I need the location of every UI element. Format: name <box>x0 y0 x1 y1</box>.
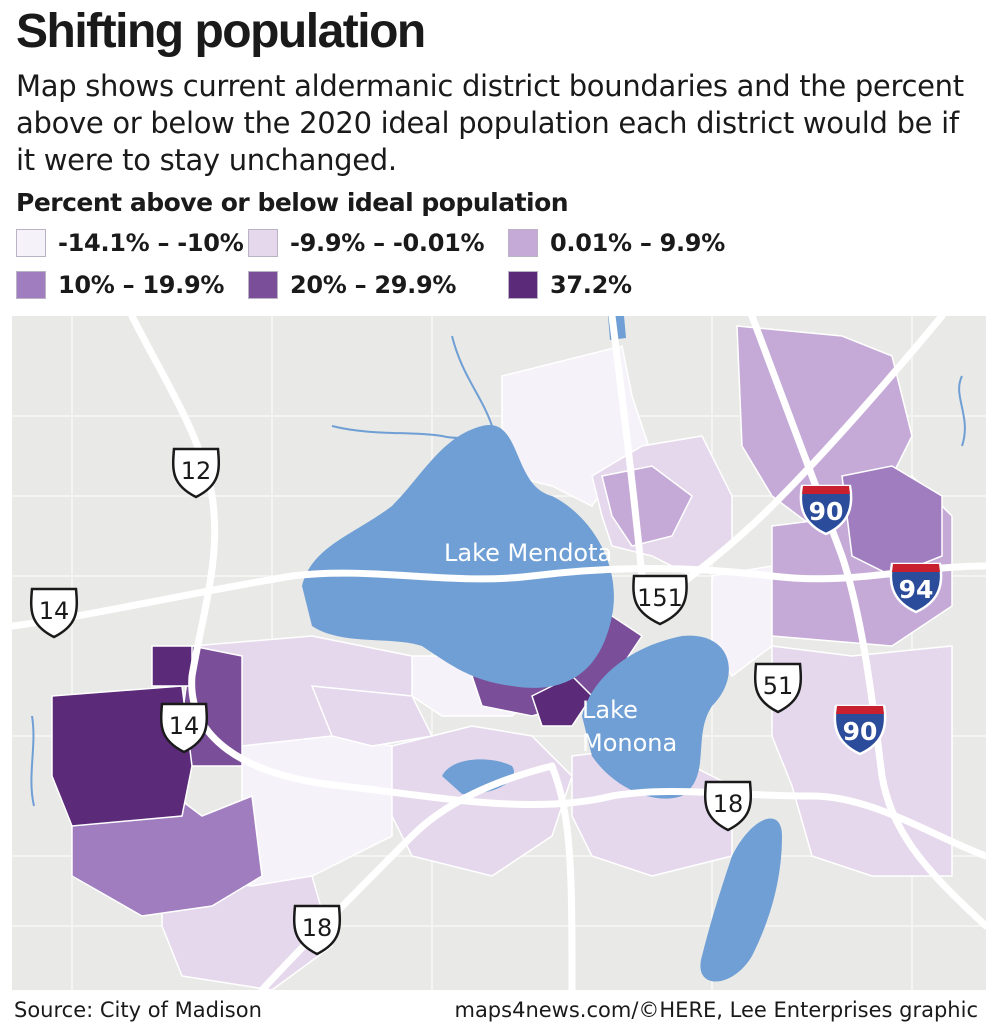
lake-mendota <box>302 425 614 688</box>
us-shield-14-south-label: 14 <box>169 712 200 740</box>
lake-monona-label-2: Monona <box>582 729 677 757</box>
us-shield-14-west-label: 14 <box>39 597 70 625</box>
page-title: Shifting population <box>16 5 426 58</box>
legend-label-6: 37.2% <box>550 271 632 299</box>
credit-note: maps4news.com/©HERE, Lee Enterprises gra… <box>454 998 978 1022</box>
legend-label-2: -9.9% – -0.01% <box>290 229 485 257</box>
us-shield-51-label: 51 <box>763 672 794 700</box>
us-shield-18-south: 18 <box>292 904 342 956</box>
lake-monona-label-1: Lake <box>582 696 638 724</box>
legend-swatch-5 <box>248 271 278 299</box>
lake-waubesa <box>700 818 782 982</box>
lake-monona <box>582 635 729 799</box>
legend-swatch-4 <box>16 271 46 299</box>
interstate-shield-90-south: 90 <box>833 704 887 756</box>
interstate-shield-90-south-label: 90 <box>843 717 878 746</box>
district-map[interactable]: Lake Mendota Lake Monona 12 14 14 151 51… <box>12 316 986 990</box>
legend-swatch-1 <box>16 229 46 257</box>
legend-swatch-3 <box>508 229 538 257</box>
legend-label-4: 10% – 19.9% <box>58 271 225 299</box>
us-shield-12: 12 <box>171 447 221 499</box>
interstate-shield-94-label: 94 <box>899 575 934 604</box>
us-shield-18-south-label: 18 <box>302 914 333 942</box>
legend-label-5: 20% – 29.9% <box>290 271 457 299</box>
legend-swatch-2 <box>248 229 278 257</box>
legend-item-1: -14.1% – -10% <box>16 228 244 258</box>
us-shield-151: 151 <box>632 574 688 626</box>
us-shield-151-label: 151 <box>637 584 683 612</box>
interstate-shield-94: 94 <box>889 562 943 614</box>
interstate-shield-90-north: 90 <box>799 484 853 536</box>
districts-darkest <box>51 645 593 827</box>
us-shield-18-east: 18 <box>703 780 753 832</box>
us-shield-14-south: 14 <box>159 702 209 754</box>
legend-label-3: 0.01% – 9.9% <box>550 229 725 257</box>
legend-item-2: -9.9% – -0.01% <box>248 228 485 258</box>
subtitle: Map shows current aldermanic district bo… <box>16 69 964 177</box>
legend-item-6: 37.2% <box>508 270 632 300</box>
major-roads <box>12 316 986 990</box>
legend-title: Percent above or below ideal population <box>16 188 569 217</box>
interstate-shield-90-north-label: 90 <box>809 497 844 526</box>
us-shield-14-west: 14 <box>29 587 79 639</box>
legend-label-1: -14.1% – -10% <box>58 229 244 257</box>
us-shield-12-label: 12 <box>181 457 212 485</box>
legend-item-3: 0.01% – 9.9% <box>508 228 725 258</box>
legend-item-4: 10% – 19.9% <box>16 270 224 300</box>
lake-mendota-label-1: Lake Mendota <box>444 539 612 567</box>
source-note: Source: City of Madison <box>14 998 262 1022</box>
legend-swatch-6 <box>508 271 538 299</box>
us-shield-51: 51 <box>753 662 803 714</box>
legend-item-5: 20% – 29.9% <box>248 270 456 300</box>
us-shield-18-east-label: 18 <box>713 790 744 818</box>
